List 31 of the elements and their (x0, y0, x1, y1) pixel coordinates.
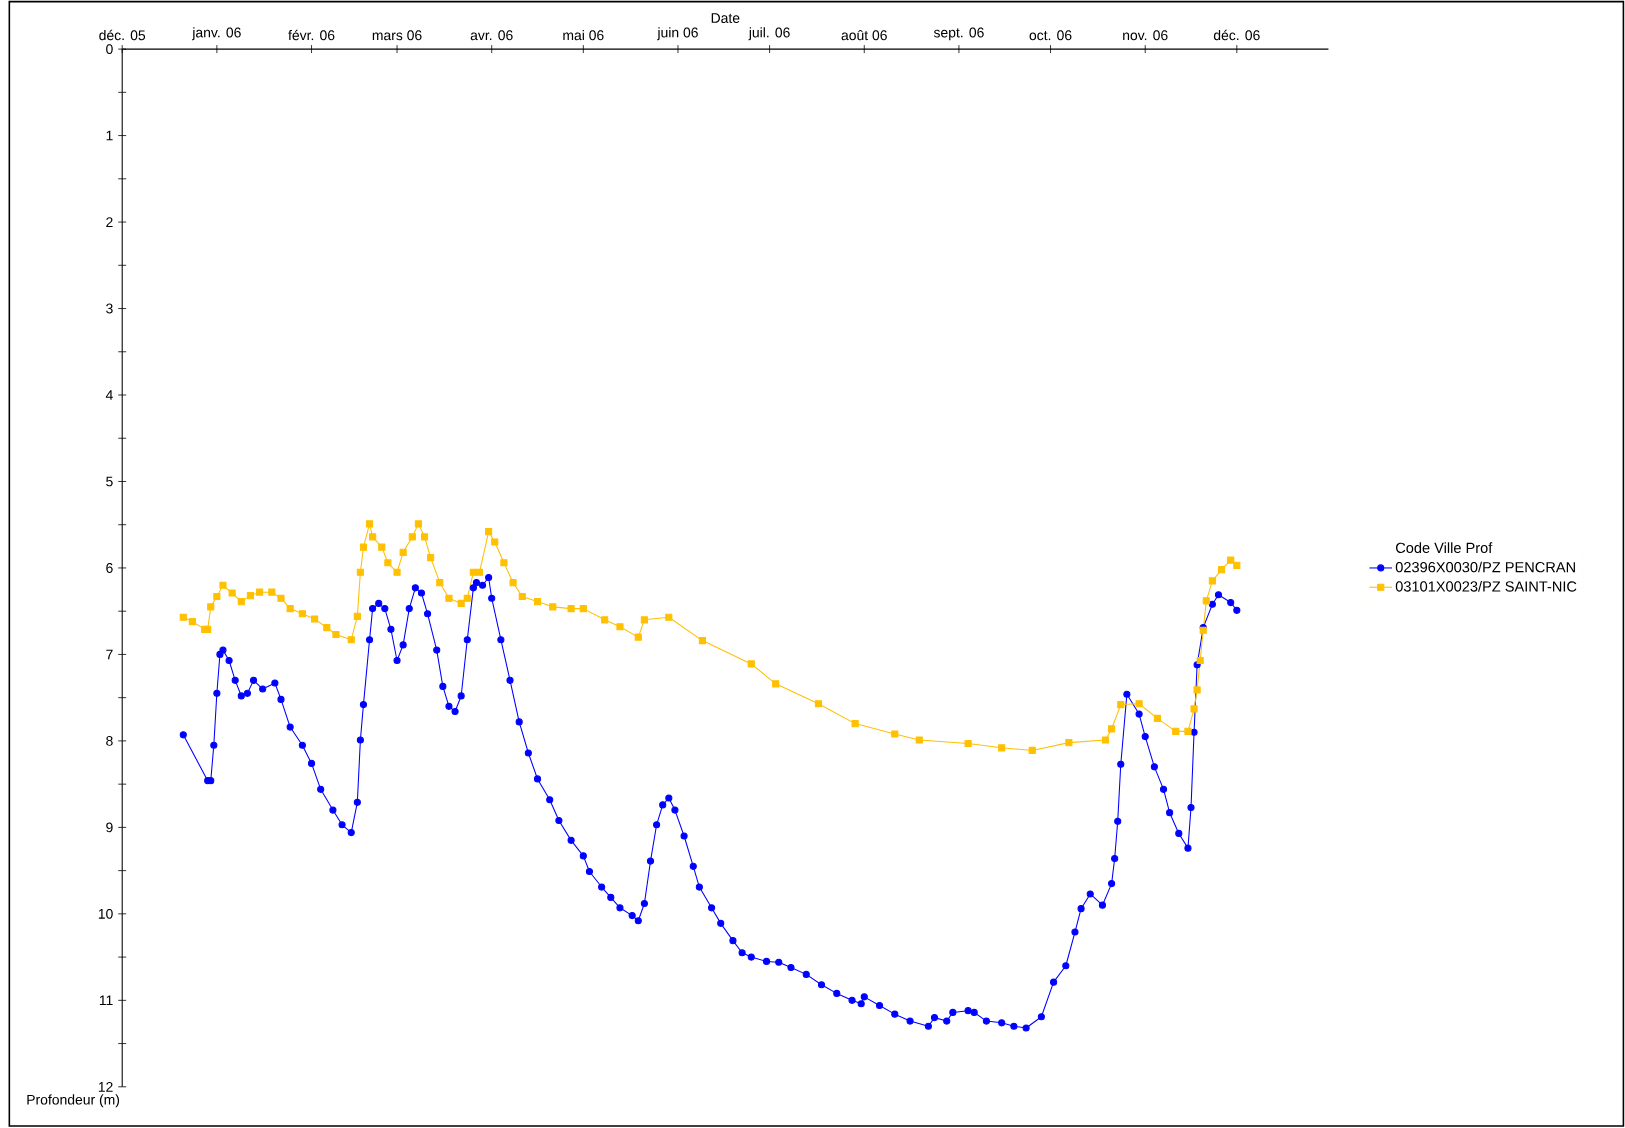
x-tick-label: oct. 06 (1029, 30, 1072, 41)
x-tick-label: juin 06 (657, 27, 698, 41)
x-tick-label: sept. 06 (933, 27, 984, 41)
y-tick-label: 10 (98, 909, 113, 919)
y-axis-title: Profondeur (m) (27, 1094, 120, 1108)
x-tick-label: mai 06 (563, 30, 604, 41)
y-tick-label: 6 (106, 563, 113, 574)
x-tick-label: déc. 05 (99, 30, 146, 41)
x-tick-label: août 06 (841, 30, 887, 41)
y-tick-label: 11 (99, 995, 113, 1006)
y-tick-label: 0 (106, 44, 113, 55)
y-tick-label: 12 (98, 1082, 113, 1092)
y-tick-label: 5 (106, 476, 113, 487)
x-tick-label: juil. 06 (748, 27, 790, 41)
y-tick-label: 4 (105, 390, 113, 400)
y-tick-label: 2 (106, 217, 113, 228)
x-tick-label: mars 06 (372, 30, 422, 41)
legend-label: 03101X0023/PZ SAINT-NIC (1395, 581, 1577, 592)
y-tick-label: 1 (106, 131, 113, 141)
y-tick-label: 8 (106, 736, 113, 747)
legend-label: 02396X0030/PZ PENCRAN (1395, 561, 1575, 573)
x-tick-label: janv. 06 (192, 27, 241, 41)
x-tick-label: avr. 06 (470, 30, 513, 41)
y-tick-label: 7 (106, 649, 113, 660)
x-axis-title: Date (711, 13, 740, 24)
x-tick-label: févr. 06 (288, 30, 335, 41)
y-tick-label: 9 (106, 822, 113, 833)
x-tick-label: nov. 06 (1123, 30, 1168, 41)
legend-title: Code Ville Prof (1395, 542, 1493, 554)
x-tick-label: déc. 06 (1213, 30, 1260, 41)
y-tick-label: 3 (106, 303, 113, 314)
